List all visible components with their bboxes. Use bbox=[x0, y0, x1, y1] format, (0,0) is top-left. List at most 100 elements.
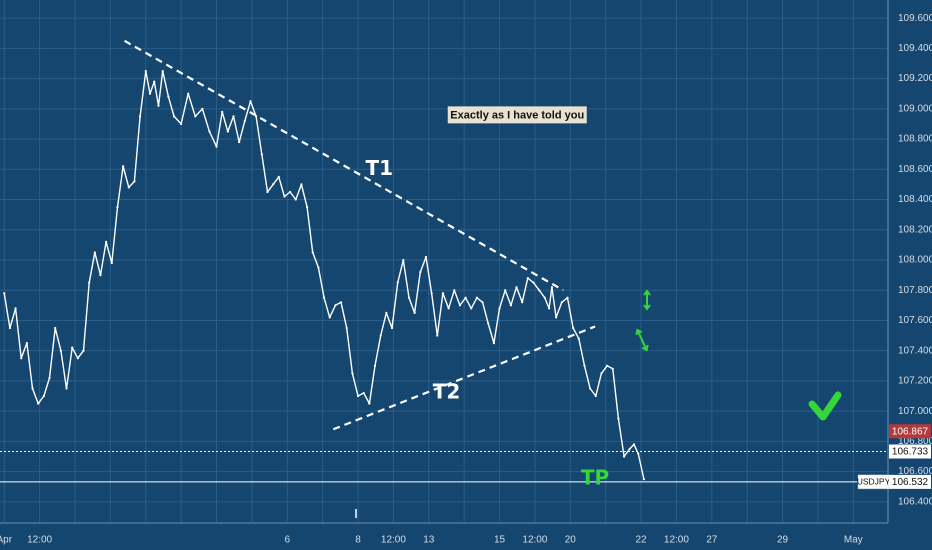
price-point bbox=[589, 387, 592, 390]
price-point bbox=[300, 183, 303, 186]
price-point bbox=[351, 372, 354, 375]
price-series bbox=[3, 69, 645, 481]
time-tick: 15 bbox=[494, 535, 506, 546]
price-point bbox=[144, 69, 147, 73]
price-point bbox=[8, 326, 12, 330]
price-point bbox=[637, 452, 640, 455]
price-point bbox=[368, 402, 371, 405]
price-point bbox=[65, 387, 68, 390]
price-point bbox=[232, 115, 235, 118]
time-tick: 20 bbox=[565, 535, 577, 546]
price-tick: 106.600 bbox=[898, 466, 932, 477]
price-point bbox=[172, 115, 176, 118]
price-point bbox=[110, 261, 113, 265]
price-point bbox=[226, 130, 229, 133]
price-point bbox=[611, 367, 614, 370]
time-tick: 22 bbox=[635, 535, 647, 546]
price-point bbox=[617, 417, 620, 420]
price-point bbox=[402, 258, 405, 262]
price-point bbox=[249, 100, 252, 103]
price-point bbox=[339, 301, 343, 304]
price-tick: 108.200 bbox=[898, 224, 932, 235]
price-point bbox=[294, 198, 297, 201]
price-point bbox=[547, 307, 551, 310]
price-labels: 106.867 106.733 USDJPY 106.532 bbox=[857, 424, 931, 490]
price-point bbox=[407, 296, 411, 299]
time-tick: May bbox=[844, 535, 863, 546]
price-point bbox=[566, 296, 569, 299]
price-point bbox=[277, 175, 280, 178]
price-point bbox=[322, 296, 326, 299]
price-point bbox=[447, 307, 450, 310]
price-point bbox=[385, 311, 388, 314]
price-tick: 107.000 bbox=[898, 406, 932, 417]
price-point bbox=[221, 110, 224, 113]
price-point bbox=[3, 292, 6, 295]
price-point bbox=[543, 296, 546, 299]
price-point bbox=[201, 107, 204, 110]
price-point bbox=[71, 346, 74, 349]
price-point bbox=[167, 95, 170, 98]
price-point bbox=[187, 92, 190, 95]
price-point bbox=[481, 301, 484, 304]
grid bbox=[0, 0, 888, 523]
price-point bbox=[622, 455, 626, 458]
price-point bbox=[208, 130, 211, 133]
symbol-tag-text: USDJPY bbox=[857, 477, 891, 487]
price-point bbox=[475, 296, 479, 299]
price-point bbox=[99, 274, 102, 277]
price-tick: 109.000 bbox=[898, 103, 932, 114]
price-point bbox=[424, 255, 428, 259]
price-point bbox=[498, 307, 501, 310]
price-point bbox=[356, 394, 360, 398]
price-point bbox=[515, 286, 518, 289]
horizontal-lines bbox=[0, 451, 888, 483]
price-point bbox=[413, 311, 416, 314]
price-point bbox=[453, 289, 456, 292]
price-point bbox=[555, 316, 558, 319]
price-point bbox=[600, 372, 603, 375]
green-marks bbox=[635, 289, 842, 421]
price-point bbox=[334, 304, 337, 307]
price-point bbox=[122, 165, 125, 168]
price-point bbox=[260, 153, 263, 156]
price-point bbox=[379, 334, 382, 337]
price-point bbox=[255, 115, 258, 118]
price-label-text: 106.733 bbox=[892, 447, 929, 458]
price-label-text: 106.867 bbox=[892, 426, 929, 437]
price-point bbox=[390, 326, 394, 330]
price-point bbox=[560, 301, 563, 304]
price-tick: 107.200 bbox=[898, 376, 932, 387]
price-point bbox=[59, 349, 62, 352]
price-point bbox=[441, 292, 445, 295]
price-tick: 109.600 bbox=[898, 13, 932, 24]
price-point bbox=[396, 281, 399, 284]
price-point bbox=[127, 186, 130, 189]
price-point bbox=[20, 357, 23, 360]
annotations: T1 T2 TP Exactly as I have told you bbox=[365, 106, 609, 490]
time-tick: 12:00 bbox=[27, 535, 52, 546]
up-down-arrow-icon bbox=[643, 289, 651, 311]
price-point bbox=[532, 281, 535, 284]
price-point bbox=[317, 266, 320, 269]
price-point bbox=[436, 334, 439, 337]
price-point bbox=[632, 443, 636, 446]
price-tick: 107.800 bbox=[898, 285, 932, 296]
price-point bbox=[628, 447, 631, 451]
price-point bbox=[430, 292, 433, 295]
time-tick: 8 bbox=[355, 535, 361, 546]
price-tick: 108.800 bbox=[898, 134, 932, 145]
price-tick: 108.600 bbox=[898, 164, 932, 175]
price-point bbox=[594, 394, 597, 398]
label-t1: T1 bbox=[365, 156, 393, 180]
price-tick: 106.800 bbox=[898, 436, 932, 447]
trendline-t2 bbox=[332, 325, 596, 431]
time-tick: Apr bbox=[0, 535, 13, 546]
price-point bbox=[161, 69, 164, 73]
time-axis: Apr 12:00 6 8 12:00 13 15 12:00 20 22 12:00 27 29 May bbox=[0, 535, 863, 546]
time-tick: 29 bbox=[777, 535, 789, 546]
price-point bbox=[105, 240, 108, 243]
price-point bbox=[76, 357, 79, 360]
price-point bbox=[458, 304, 462, 307]
